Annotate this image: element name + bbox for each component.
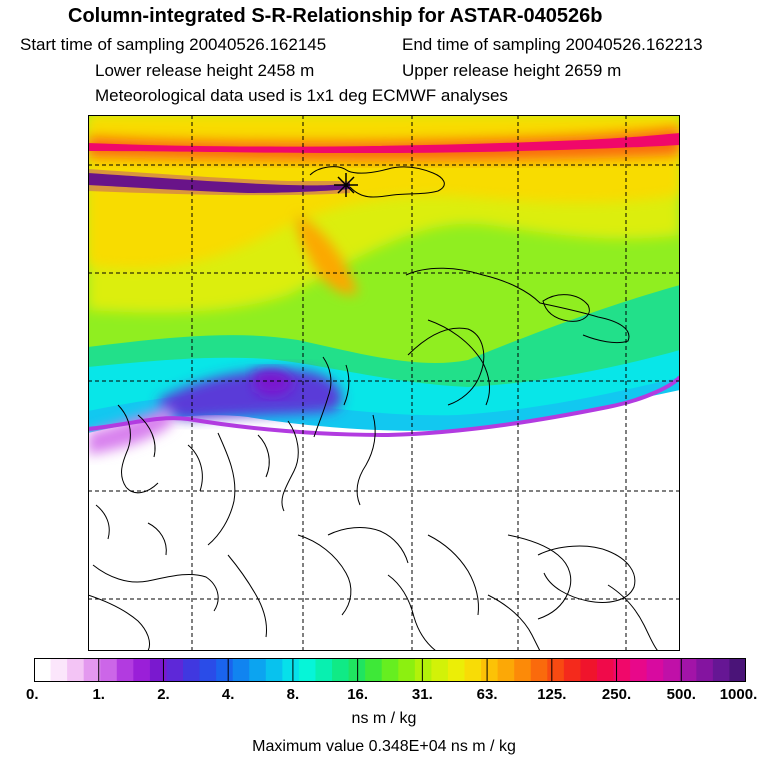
legend-color-segment bbox=[729, 658, 746, 682]
legend-color-segment bbox=[149, 658, 168, 682]
legend-color-segment bbox=[67, 658, 85, 682]
legend-color-segment bbox=[116, 658, 134, 682]
legend-units: ns m / kg bbox=[351, 710, 417, 727]
maximum-value-label: Maximum value 0.348E+04 ns m / kg bbox=[252, 738, 516, 755]
legend-color-segment bbox=[414, 658, 432, 682]
legend-color-segment bbox=[34, 658, 52, 682]
legend-color-segment bbox=[679, 658, 697, 682]
legend-tick-label: 8. bbox=[286, 686, 300, 703]
legend-tick-label: 0. bbox=[26, 686, 39, 703]
color-legend-bar bbox=[34, 658, 746, 682]
legend-color-segment bbox=[431, 658, 449, 682]
lower-height-label: Lower release height 2458 m bbox=[95, 61, 315, 80]
legend-color-segment bbox=[481, 658, 499, 682]
legend-color-segment bbox=[183, 658, 201, 682]
plot-title: Column-integrated S-R-Relationship for A… bbox=[68, 5, 603, 27]
legend-color-segment bbox=[199, 658, 217, 682]
lat-lon-grid bbox=[88, 115, 680, 651]
legend-color-segment bbox=[332, 658, 350, 682]
sensitivity-map bbox=[88, 115, 680, 651]
legend-color-segment bbox=[298, 658, 317, 682]
legend-tick-label: 125. bbox=[537, 686, 567, 703]
legend-tick-label: 31. bbox=[411, 686, 433, 703]
met-data-label: Meteorological data used is 1x1 deg ECMW… bbox=[95, 86, 508, 105]
start-time-label: Start time of sampling 20040526.162145 bbox=[20, 35, 327, 54]
legend-color-segment bbox=[265, 658, 283, 682]
legend-color-segment bbox=[83, 658, 101, 682]
release-site-marker bbox=[334, 173, 358, 197]
upper-height-label: Upper release height 2659 m bbox=[402, 61, 622, 80]
legend-color-segment bbox=[663, 658, 681, 682]
legend-tick-label: 500. bbox=[666, 686, 696, 703]
legend-color-segment bbox=[381, 658, 399, 682]
map-frame bbox=[88, 115, 680, 651]
legend-color-segment bbox=[166, 658, 184, 682]
legend-color-segment bbox=[696, 658, 714, 682]
legend-color-segment bbox=[315, 658, 333, 682]
legend-color-segment bbox=[282, 658, 300, 682]
legend-color-segment bbox=[613, 658, 631, 682]
legend-tick-label: 1. bbox=[92, 686, 105, 703]
legend-color-segment bbox=[530, 658, 548, 682]
legend-color-segment bbox=[447, 658, 466, 682]
legend-color-segment bbox=[133, 658, 151, 682]
legend-tick-label: 2. bbox=[157, 686, 170, 703]
legend-color-segment bbox=[514, 658, 532, 682]
legend-color-segment bbox=[50, 658, 68, 682]
legend-color-segment bbox=[249, 658, 267, 682]
legend-color-segment bbox=[365, 658, 383, 682]
legend-tick-label: 250. bbox=[601, 686, 632, 703]
end-time-label: End time of sampling 20040526.162213 bbox=[402, 35, 703, 54]
legend-tick-label: 1000. bbox=[719, 686, 758, 703]
legend-color-segment bbox=[630, 658, 648, 682]
legend-color-segment bbox=[547, 658, 565, 682]
legend-color-segment bbox=[100, 658, 118, 682]
concentration-field bbox=[88, 115, 680, 455]
coastlines bbox=[88, 166, 659, 651]
legend-color-segment bbox=[646, 658, 664, 682]
legend-color-segment bbox=[563, 658, 582, 682]
legend-color-segment bbox=[464, 658, 482, 682]
legend-color-segment bbox=[712, 658, 731, 682]
legend-color-segment bbox=[497, 658, 515, 682]
legend-color-segment bbox=[398, 658, 416, 682]
legend-color-segment bbox=[580, 658, 598, 682]
legend-color-segment bbox=[232, 658, 250, 682]
legend-tick-label: 63. bbox=[476, 686, 498, 703]
legend-color-segment bbox=[216, 658, 234, 682]
legend-color-segment bbox=[596, 658, 615, 682]
legend-tick-label: 16. bbox=[347, 686, 369, 703]
legend-tick-label: 4. bbox=[221, 686, 235, 703]
